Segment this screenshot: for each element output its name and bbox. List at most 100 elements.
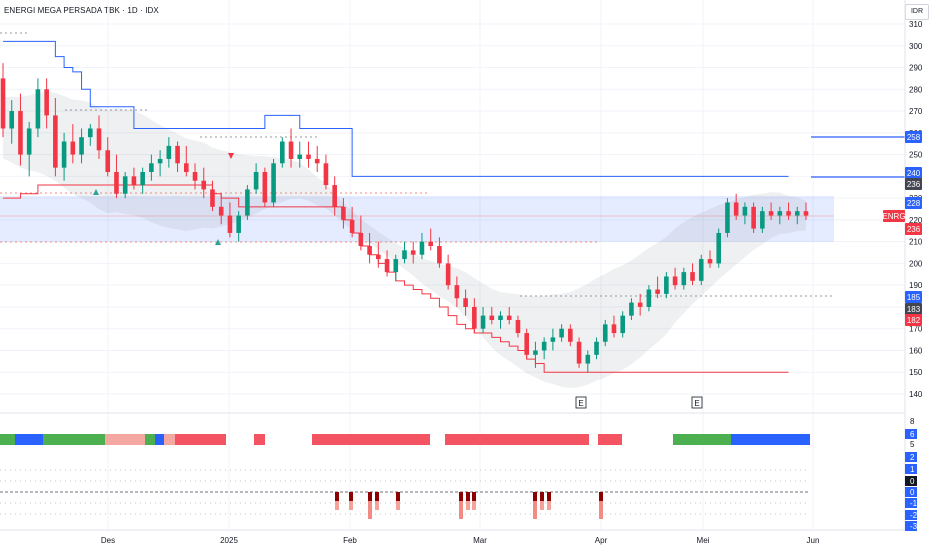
candle-body xyxy=(35,89,41,129)
candle-body xyxy=(524,333,529,355)
candle-body xyxy=(367,246,372,255)
candle-body xyxy=(533,350,538,355)
candle-body xyxy=(44,89,49,116)
osc-bar xyxy=(459,501,463,519)
time-tick-label: Des xyxy=(101,536,115,545)
price-tick-label: 210 xyxy=(909,238,923,247)
osc-bar xyxy=(368,492,372,501)
price-tick-label: 170 xyxy=(909,325,923,334)
candle-body xyxy=(803,211,809,216)
oscillator-axis[interactable]: 8 65 2 1 0 0 -1 -2 -3 xyxy=(905,417,918,531)
candle-body xyxy=(332,185,337,207)
osc-tick-label: 2 xyxy=(910,453,915,462)
candle-body xyxy=(655,289,660,294)
buy-signal-arrow xyxy=(93,189,99,195)
candle-body xyxy=(262,172,268,203)
candle-body xyxy=(166,145,172,159)
oscillator-grid xyxy=(0,469,810,515)
candle-body xyxy=(384,259,390,273)
candle-body xyxy=(637,302,643,307)
osc-tag xyxy=(905,429,917,439)
price-tick-label: 270 xyxy=(909,107,923,116)
sell-signal-arrow xyxy=(228,153,234,159)
candle-body xyxy=(358,232,364,246)
osc-bar xyxy=(349,492,353,501)
price-tag-label: 236 xyxy=(907,225,921,234)
candle-body xyxy=(280,141,285,164)
candle-body xyxy=(594,341,599,355)
candle-body xyxy=(314,158,320,164)
osc-bar xyxy=(533,501,537,519)
candle-body xyxy=(87,128,93,138)
candle-body xyxy=(698,259,704,281)
osc-tag xyxy=(905,521,917,531)
candle-body xyxy=(236,215,241,233)
price-tag xyxy=(905,167,922,179)
osc-bar xyxy=(375,492,379,501)
candle-body xyxy=(716,232,722,264)
osc-bar xyxy=(335,492,339,501)
candle-body xyxy=(690,272,695,281)
candle-body xyxy=(611,324,617,334)
candle-body xyxy=(664,276,669,294)
candle-body xyxy=(140,172,145,186)
candle-body xyxy=(777,211,783,216)
osc-bar xyxy=(396,501,400,510)
price-tag-label: 228 xyxy=(907,199,921,208)
candle-body xyxy=(376,254,381,260)
price-tag-label: 183 xyxy=(907,305,921,314)
price-tag xyxy=(905,178,922,190)
earnings-marker[interactable]: E xyxy=(575,396,587,409)
candle-body xyxy=(402,250,407,260)
candle-body xyxy=(26,128,32,155)
price-axis[interactable]: 3103002902802702602502402302202102001901… xyxy=(909,20,923,399)
osc-bar xyxy=(599,501,603,519)
candle-body xyxy=(9,111,15,129)
grid-lines xyxy=(0,0,905,530)
price-tick-label: 200 xyxy=(909,259,923,268)
candle-body xyxy=(602,324,608,342)
candle-body xyxy=(646,289,652,307)
svg-text:E: E xyxy=(694,399,699,408)
price-tag-label: 185 xyxy=(907,293,921,302)
candle-body xyxy=(271,163,276,203)
candle-body xyxy=(751,206,756,229)
price-tag-label: 258 xyxy=(907,133,921,142)
price-tick-label: 250 xyxy=(909,151,923,160)
earnings-marker[interactable]: E xyxy=(691,396,703,409)
candle-body xyxy=(725,202,730,233)
osc-bar xyxy=(472,492,476,501)
time-axis[interactable]: Des 2025 Feb Mar Apr Mei Jun xyxy=(101,536,820,545)
candle-body xyxy=(79,137,84,155)
price-tick-label: 150 xyxy=(909,368,923,377)
candle-body xyxy=(541,341,547,351)
price-tick-label: 160 xyxy=(909,346,923,355)
candle-body xyxy=(306,154,311,159)
candle-body xyxy=(192,172,198,181)
candle-body xyxy=(506,315,512,320)
osc-bar xyxy=(466,492,470,501)
osc-tag xyxy=(905,452,917,462)
candle-body xyxy=(18,111,23,155)
osc-tick-label: 6 xyxy=(910,430,915,439)
oscillator-bars xyxy=(335,492,603,519)
osc-tick-label: -3 xyxy=(910,522,918,531)
candle-body xyxy=(218,206,224,216)
osc-bar xyxy=(368,501,372,519)
price-tick-label: 190 xyxy=(909,281,923,290)
price-tag-label: 236 xyxy=(907,180,921,189)
osc-tick-label: 5 xyxy=(910,440,915,449)
osc-tag xyxy=(905,476,917,486)
price-tick-label: 280 xyxy=(909,85,923,94)
candle-body xyxy=(672,276,678,286)
candle-body xyxy=(733,202,739,216)
price-tag xyxy=(905,291,922,303)
candle-body xyxy=(245,189,250,216)
osc-bar xyxy=(349,501,353,510)
candle-body xyxy=(576,341,582,364)
candle-body xyxy=(585,354,591,364)
volatility-cloud xyxy=(3,91,806,389)
price-zone xyxy=(0,196,834,242)
